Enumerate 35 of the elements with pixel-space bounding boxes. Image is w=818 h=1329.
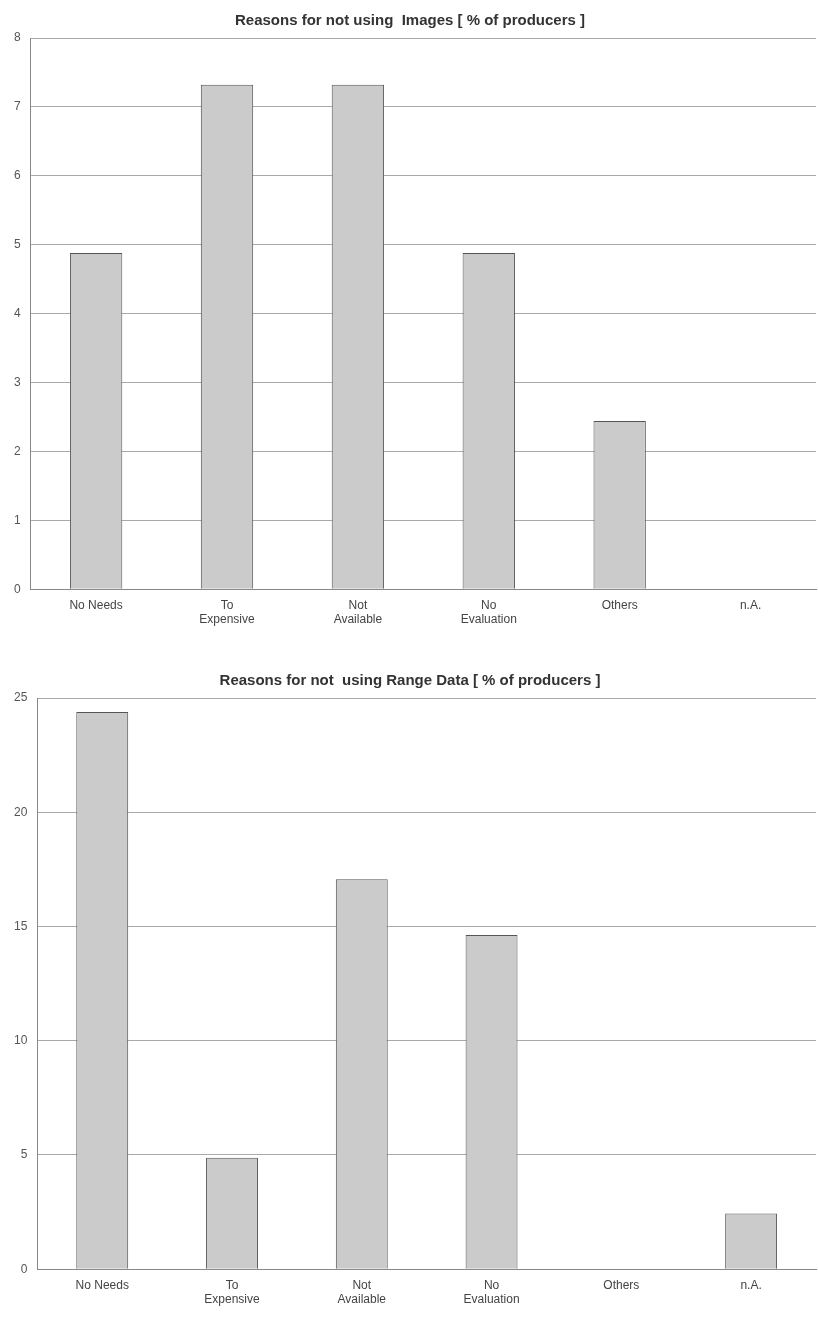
category-label: Others [601, 597, 638, 612]
y-tick-label: 3 [13, 374, 21, 389]
category-label: To [220, 597, 234, 612]
category-label: Expensive [199, 612, 255, 627]
category-label: No [483, 1277, 500, 1292]
y-tick-label: 1 [13, 512, 21, 527]
category-label: Others [603, 1277, 640, 1292]
y-tick-label: 0 [20, 1261, 28, 1276]
category-label: Evaluation [463, 1292, 520, 1307]
y-tick-label: 8 [13, 30, 21, 45]
y-tick-label: 25 [13, 690, 28, 705]
category-label: No Needs [75, 1277, 129, 1292]
y-tick-label: 6 [13, 168, 21, 183]
category-label: No [481, 597, 497, 612]
y-tick-label: 0 [13, 581, 21, 596]
category-label: Not [348, 597, 368, 612]
y-tick-label: 4 [13, 305, 21, 320]
category-label: To [225, 1277, 239, 1292]
y-tick-label: 5 [20, 1147, 28, 1162]
category-label: Expensive [204, 1292, 260, 1307]
y-tick-label: 2 [13, 443, 21, 458]
category-label: n.A. [739, 597, 762, 612]
chart-title: Reasons for not using Range Data [ % of producers ] [219, 671, 601, 689]
category-label: Evaluation [460, 612, 517, 627]
y-tick-label: 15 [13, 918, 28, 933]
category-label: Available [337, 1292, 387, 1307]
category-label: Not [352, 1277, 372, 1292]
y-tick-label: 7 [13, 99, 21, 114]
y-tick-label: 20 [13, 804, 28, 819]
category-label: No Needs [69, 597, 123, 612]
category-label: Available [333, 612, 383, 627]
chart-title: Reasons for not using Images [ % of producers ] [234, 11, 586, 29]
y-tick-label: 5 [13, 237, 21, 252]
category-label: n.A. [740, 1277, 762, 1292]
y-tick-label: 10 [13, 1033, 28, 1048]
